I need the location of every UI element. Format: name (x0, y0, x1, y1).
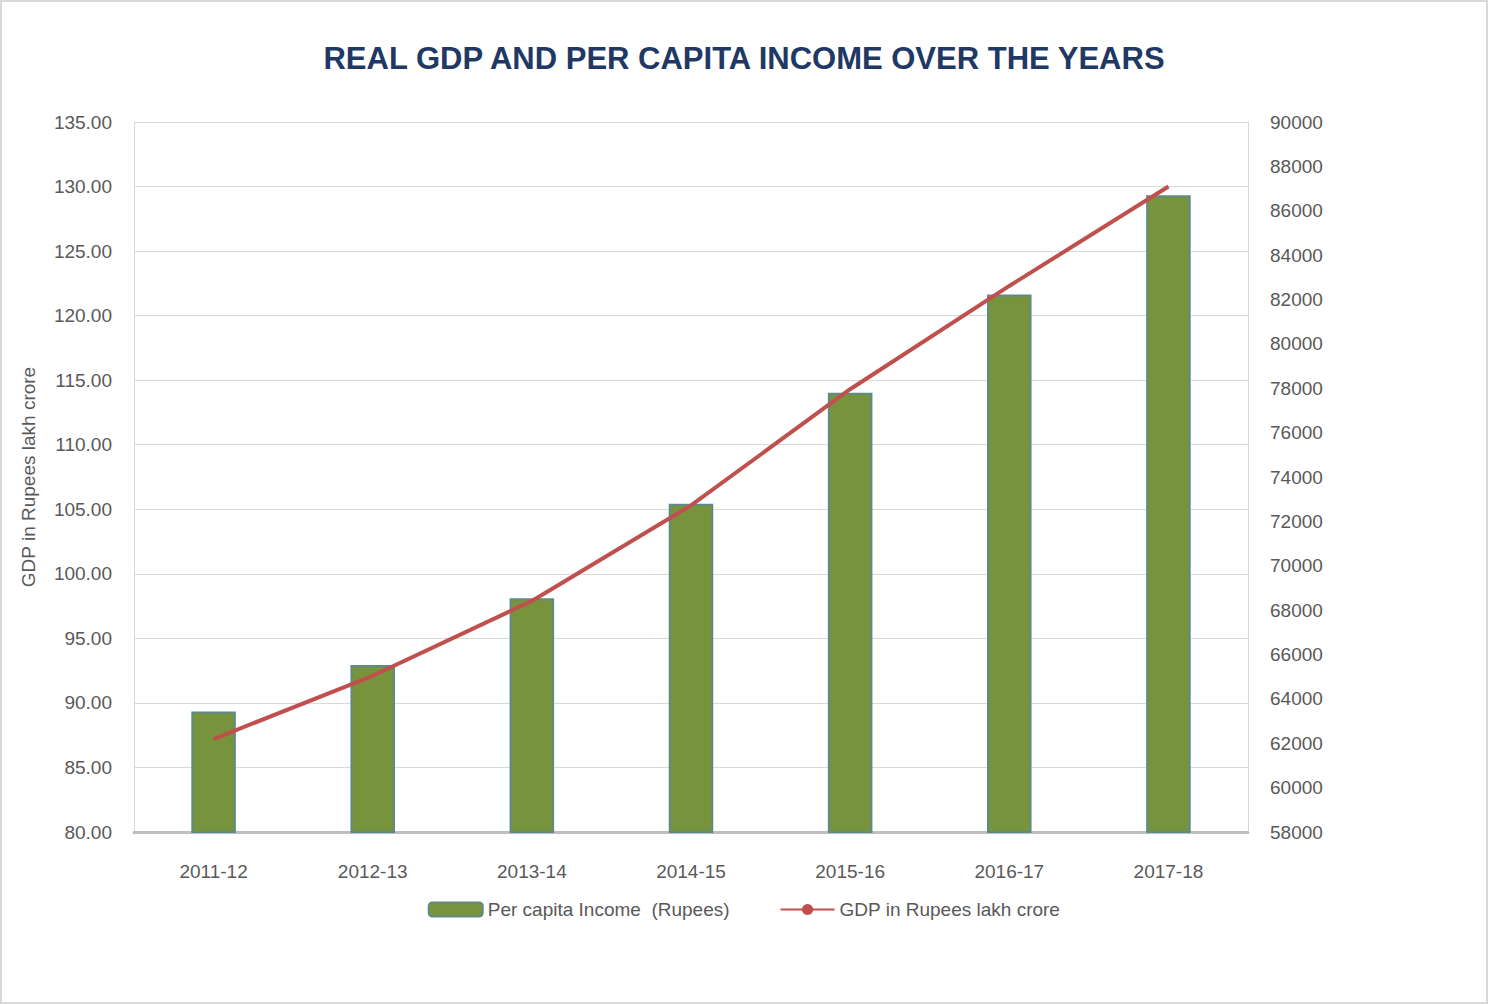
svg-text:2014-15: 2014-15 (656, 861, 726, 882)
svg-text:76000: 76000 (1270, 422, 1323, 443)
svg-text:115.00: 115.00 (55, 370, 112, 391)
svg-text:80000: 80000 (1270, 333, 1323, 354)
svg-text:105.00: 105.00 (54, 499, 112, 520)
svg-text:Per capita Income (Rupees): Per capita Income (Rupees) (488, 899, 730, 920)
svg-text:80.00: 80.00 (64, 822, 112, 843)
svg-text:2011-12: 2011-12 (179, 861, 247, 882)
svg-text:60000: 60000 (1270, 777, 1323, 798)
svg-text:100.00: 100.00 (54, 563, 112, 584)
svg-text:135.00: 135.00 (54, 112, 112, 133)
svg-text:GDP in Rupees lakh crore: GDP in Rupees lakh crore (18, 367, 39, 587)
svg-text:2017-18: 2017-18 (1134, 861, 1204, 882)
svg-text:62000: 62000 (1270, 733, 1323, 754)
svg-text:58000: 58000 (1270, 822, 1323, 843)
svg-text:2012-13: 2012-13 (338, 861, 408, 882)
svg-text:68000: 68000 (1270, 600, 1323, 621)
svg-text:90.00: 90.00 (64, 692, 112, 713)
svg-text:82000: 82000 (1270, 289, 1323, 310)
svg-text:95.00: 95.00 (64, 628, 112, 649)
svg-text:88000: 88000 (1270, 156, 1323, 177)
svg-text:2016-17: 2016-17 (974, 861, 1044, 882)
svg-text:GDP in Rupees lakh crore: GDP in Rupees lakh crore (840, 899, 1060, 920)
svg-text:84000: 84000 (1270, 245, 1323, 266)
svg-text:85.00: 85.00 (64, 757, 112, 778)
svg-text:66000: 66000 (1270, 644, 1323, 665)
svg-text:72000: 72000 (1270, 511, 1323, 532)
svg-text:2013-14: 2013-14 (497, 861, 567, 882)
svg-text:130.00: 130.00 (54, 176, 112, 197)
svg-text:120.00: 120.00 (54, 305, 112, 326)
svg-text:78000: 78000 (1270, 378, 1323, 399)
svg-text:90000: 90000 (1270, 112, 1323, 133)
svg-text:74000: 74000 (1270, 467, 1323, 488)
svg-text:70000: 70000 (1270, 555, 1323, 576)
svg-text:86000: 86000 (1270, 200, 1323, 221)
svg-text:125.00: 125.00 (54, 241, 112, 262)
svg-text:2015-16: 2015-16 (815, 861, 885, 882)
svg-text:REAL GDP AND PER CAPITA INCOME: REAL GDP AND PER CAPITA INCOME OVER THE … (323, 41, 1164, 76)
svg-text:110.00: 110.00 (55, 434, 112, 455)
svg-text:64000: 64000 (1270, 688, 1323, 709)
